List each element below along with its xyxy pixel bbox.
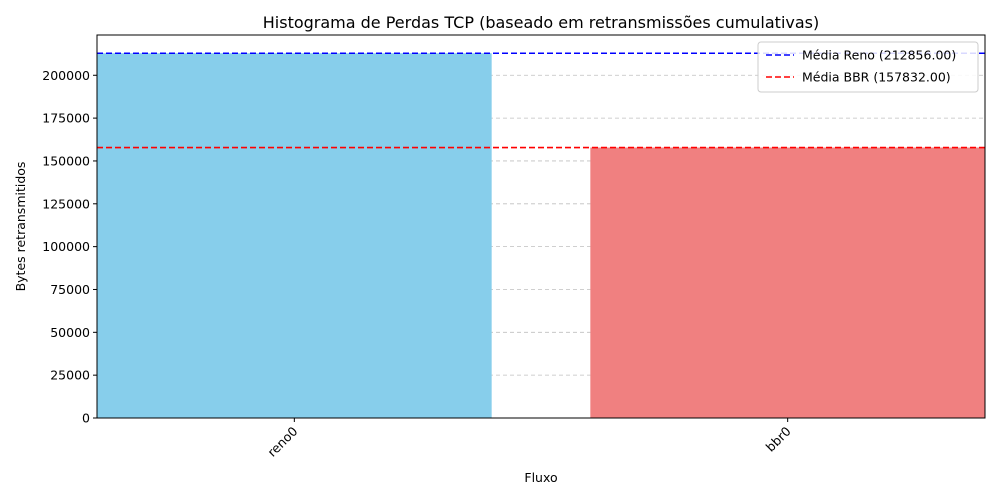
legend-label-0: Média Reno (212856.00): [802, 48, 956, 63]
legend-box: [757, 41, 979, 93]
bar-reno0: [97, 53, 492, 419]
y-tick-label-7: 175000: [42, 111, 90, 126]
x-tick-label-1: bbr0: [763, 423, 794, 454]
axes: 0 25000 50000 75000 100000 125000 150000 175000…: [42, 34, 986, 460]
y-tick-label-5: 125000: [42, 196, 90, 211]
y-tick-label-1: 25000: [50, 368, 90, 383]
chart-title: Histograma de Perdas TCP (baseado em ret…: [263, 13, 820, 32]
x-tick-label-0: reno0: [264, 423, 300, 459]
y-tick-label-8: 200000: [42, 68, 90, 83]
plot-frame: [96, 34, 986, 419]
legend-label-1: Média BBR (157832.00): [802, 70, 951, 85]
y-tick-label-3: 75000: [50, 282, 90, 297]
y-tick-label-6: 150000: [42, 153, 90, 168]
legend: Média Reno (212856.00) Média BBR (157832.…: [757, 41, 979, 93]
bar-bbr0: [590, 147, 985, 418]
y-tick-label-4: 100000: [42, 239, 90, 254]
bars: [97, 53, 985, 419]
y-axis-title: Bytes retransmitidos: [13, 162, 28, 292]
x-axis-title: Fluxo: [524, 470, 557, 485]
y-tick-label-0: 0: [82, 411, 90, 426]
y-tick-label-2: 50000: [50, 325, 90, 340]
